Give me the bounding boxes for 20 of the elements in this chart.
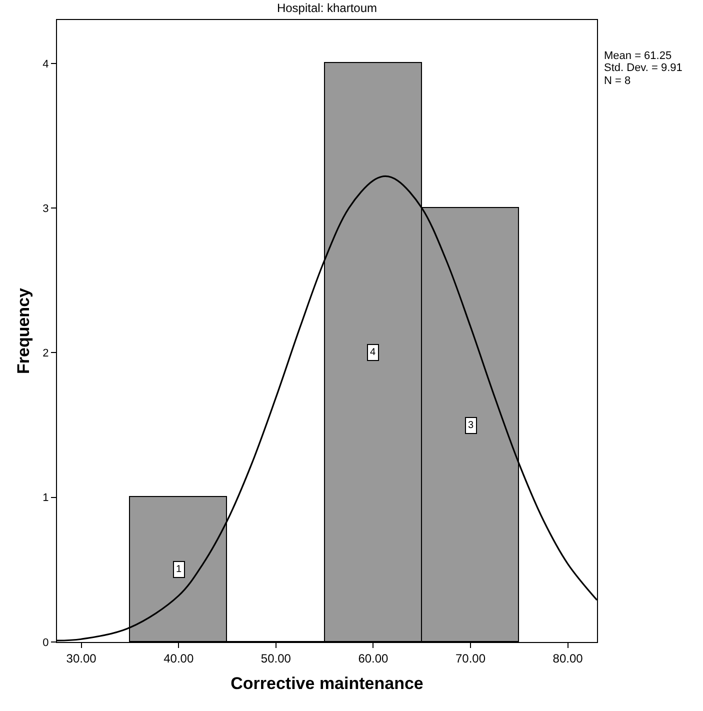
x-tick-label: 70.00	[455, 651, 486, 666]
text: N = 8	[604, 75, 631, 87]
text: Mean = 61.25	[604, 50, 672, 62]
y-tick-label: 0	[42, 636, 49, 649]
data-label: 3	[468, 420, 474, 431]
y-tick-label: 1	[42, 492, 49, 504]
y-tick-label: 3	[42, 202, 49, 215]
x-axis-title: Corrective maintenance	[230, 674, 424, 693]
y-axis-title: Frequency	[14, 287, 34, 374]
chart-title: Hospital: khartoum	[276, 0, 378, 15]
x-tick-label: 40.00	[164, 651, 194, 666]
y-tick-label: 2	[42, 348, 49, 360]
x-tick-label: 50.00	[260, 651, 292, 666]
data-label: 4	[370, 347, 376, 358]
data-label: 1	[176, 564, 182, 575]
x-tick-label: 80.00	[552, 651, 584, 666]
x-tick-label: 30.00	[66, 651, 97, 666]
x-tick-label: 60.00	[358, 651, 389, 666]
y-tick-label: 4	[42, 58, 49, 70]
text: Std. Dev. = 9.91	[604, 62, 682, 74]
